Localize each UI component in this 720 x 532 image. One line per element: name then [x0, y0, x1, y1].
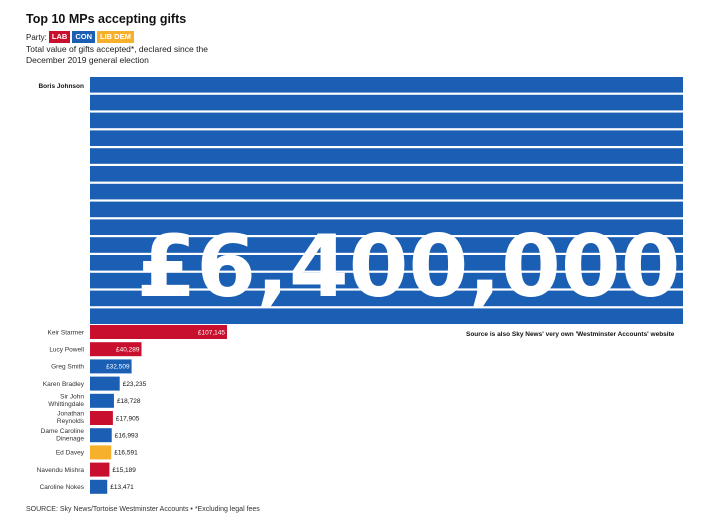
party-legend: Party: LAB CON LIB DEM [26, 31, 134, 43]
bar [90, 342, 142, 357]
bar [90, 479, 108, 494]
bar-stripe [90, 219, 683, 235]
category-label: Karen Bradley [43, 381, 85, 388]
bar-stripe [90, 130, 683, 146]
category-label-line: Dinenage [56, 435, 84, 442]
category-label: Lucy Powell [49, 347, 84, 354]
bar-stripe [90, 308, 683, 324]
value-label: £32,509 [106, 364, 130, 371]
category-label: Navendu Mishra [37, 467, 85, 474]
chart-title: Top 10 MPs accepting gifts [26, 12, 187, 26]
big-value-label: £6,400,000 [136, 217, 680, 317]
legend-chip-libdem: LIB DEM [97, 31, 134, 43]
bar-stripe [90, 237, 683, 253]
bar [90, 376, 120, 391]
category-label: Keir Starmer [48, 329, 85, 336]
category-label-line: Dame Caroline [41, 428, 85, 435]
category-label-line: Sir John [60, 393, 84, 400]
value-label: £17,905 [116, 415, 140, 422]
value-label: £40,289 [116, 347, 140, 354]
category-label-line: Jonathan [57, 411, 84, 418]
category-label: Jonathan Reynolds [57, 411, 85, 426]
bar-stripe [90, 94, 683, 111]
chart-subtitle: Total value of gifts accepted*, declared… [26, 44, 208, 65]
bar-boris-johnson [90, 77, 683, 324]
legend-chip-lab: LAB [48, 31, 71, 43]
value-label: £16,993 [115, 433, 139, 440]
bar-stripe [90, 272, 683, 289]
bar-stripe [90, 183, 683, 200]
bar [90, 393, 114, 408]
category-label: Sir John Whittingdale [48, 393, 84, 408]
value-label: £13,471 [110, 484, 134, 491]
bar-stripe [90, 255, 683, 271]
bar [90, 411, 113, 425]
category-label: Ed Davey [56, 450, 85, 457]
category-label: Caroline Nokes [40, 484, 85, 491]
bar [90, 428, 112, 443]
source-annotation: Source is also Sky News' very own 'Westm… [466, 331, 675, 338]
bar [90, 359, 132, 374]
bar [90, 462, 110, 477]
bar-stripe [90, 77, 683, 93]
value-label: £18,728 [117, 398, 141, 405]
value-label: £15,189 [112, 467, 136, 474]
category-label-line: Reynolds [57, 418, 85, 425]
category-label: Greg Smith [51, 364, 84, 371]
category-label: Boris Johnson [38, 83, 84, 90]
legend-chip-con: CON [72, 31, 95, 43]
bar [90, 325, 227, 339]
value-label: £107,145 [198, 329, 225, 336]
category-label: Dame Caroline Dinenage [41, 428, 85, 443]
legend-label: Party: [26, 32, 47, 42]
value-label: £16,591 [114, 450, 138, 457]
bar-stripe [90, 166, 683, 182]
category-label-line: Whittingdale [48, 401, 84, 408]
bar [90, 445, 112, 460]
bar-stripe [90, 290, 683, 307]
value-label: £23,235 [123, 381, 147, 388]
bar-stripe [90, 112, 683, 129]
source-footnote: SOURCE: Sky News/Tortoise Westminster Ac… [26, 506, 260, 513]
bar-stripe [90, 148, 683, 164]
bar-stripe [90, 201, 683, 218]
